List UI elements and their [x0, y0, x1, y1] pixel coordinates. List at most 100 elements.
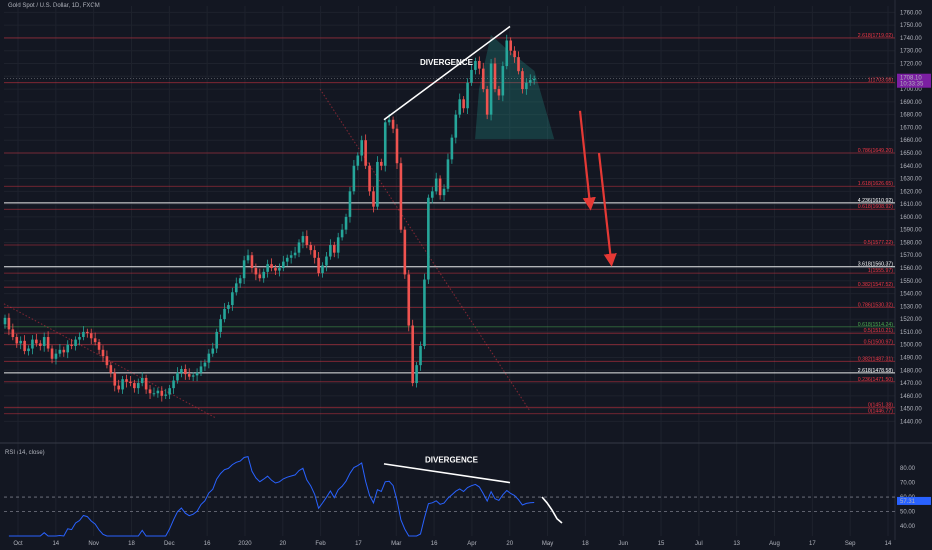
- x-tick-label: 20: [279, 541, 286, 547]
- axes: Oct 14 Nov 18 Dec 16 2020 20 Feb 17 Mar 16 Apr 20 May 1…: [13, 10, 931, 547]
- candle-body: [505, 40, 509, 67]
- x-tick-label: 18: [582, 541, 589, 547]
- y-tick-label: 1610.00: [900, 202, 922, 208]
- candle-body: [117, 385, 120, 390]
- candle-body: [513, 50, 516, 58]
- candle-body: [474, 60, 477, 70]
- y-tick-label: 1520.00: [900, 317, 922, 323]
- candle-body: [35, 339, 38, 344]
- candle-body: [442, 188, 446, 196]
- rsi-forecast-line: [541, 496, 563, 524]
- candle-body: [450, 137, 454, 160]
- candle-body: [478, 60, 481, 69]
- x-tick-label: 13: [733, 541, 740, 547]
- candle-body: [532, 78, 536, 81]
- candle-body: [187, 374, 191, 377]
- candle-body: [329, 245, 332, 257]
- y-tick-label: 1690.00: [900, 100, 922, 106]
- candle-body: [199, 366, 203, 373]
- rsi-title: RSI (14, close): [5, 450, 45, 456]
- rsi-value-badge: [897, 496, 931, 505]
- candle-body: [207, 353, 211, 363]
- x-tick-label: Nov: [88, 541, 99, 547]
- candle-body: [113, 372, 117, 386]
- x-tick-label: Apr: [467, 541, 476, 547]
- y-tick-label: 1580.00: [900, 240, 922, 246]
- candle-body: [266, 264, 269, 272]
- candle-body: [293, 252, 297, 256]
- candle-body: [238, 278, 242, 284]
- candle-body: [458, 99, 462, 115]
- candle-body: [364, 140, 367, 166]
- candle-body: [325, 256, 328, 266]
- fib-label: 0.382(1487.31): [858, 356, 893, 362]
- y-tick-label: 1640.00: [900, 164, 922, 170]
- y-tick-label: 1530.00: [900, 304, 922, 310]
- candle-body: [223, 308, 226, 320]
- y-tick-label: 1700.00: [900, 87, 922, 93]
- candle-body: [184, 368, 187, 375]
- candle-body: [528, 80, 532, 83]
- x-tick-label: 14: [52, 541, 59, 547]
- y-tick-label: 1460.00: [900, 394, 922, 400]
- fib-label: 2.618(1478.58): [858, 368, 893, 374]
- candle-body: [219, 319, 222, 332]
- y-tick-label: 1600.00: [900, 215, 922, 221]
- y-tick-label: 1650.00: [900, 151, 922, 157]
- fib-label: 0.5(1500.97): [864, 340, 894, 346]
- candle-body: [372, 191, 375, 207]
- candle-body: [489, 63, 493, 115]
- candle-body: [336, 237, 340, 253]
- candle-body: [62, 349, 66, 353]
- x-tick-label: 18: [128, 541, 135, 547]
- candle-body: [203, 362, 207, 367]
- rsi-value-label: 57.31: [900, 499, 916, 505]
- y-tick-label: 1630.00: [900, 177, 922, 183]
- candle-body: [258, 274, 262, 279]
- candle-body: [133, 383, 136, 389]
- candle-body: [176, 372, 179, 381]
- candle-body: [129, 381, 132, 384]
- candle-body: [82, 331, 85, 338]
- trend-line: [319, 88, 531, 412]
- y-tick-label: 1750.00: [900, 23, 922, 29]
- candle-body: [517, 57, 520, 72]
- candle-body: [317, 257, 320, 274]
- candle-body: [125, 379, 128, 382]
- last-price-badge: [897, 73, 931, 88]
- candle-body: [109, 365, 113, 373]
- candle-body: [172, 380, 175, 389]
- candle-body: [309, 245, 313, 251]
- candle-body: [270, 264, 273, 269]
- candle-body: [19, 340, 22, 344]
- candle-body: [368, 165, 371, 192]
- x-tick-label: Mar: [391, 541, 401, 547]
- candle-body: [289, 255, 293, 258]
- candle-body: [427, 197, 430, 280]
- fib-label: 0.5(1577.22): [864, 240, 894, 246]
- candle-body: [227, 305, 230, 309]
- candle-body: [231, 292, 234, 306]
- fib-label: 1(1555.97): [868, 268, 893, 274]
- candle-body: [38, 343, 42, 346]
- candle-body: [89, 333, 93, 339]
- fib-label: 0.786(1649.20): [858, 148, 893, 154]
- candle-body: [15, 337, 19, 344]
- y-tick-label: 1440.00: [900, 419, 922, 425]
- fib-label: 0(1451.38): [868, 402, 893, 408]
- fib-label: 0.786(1530.32): [858, 303, 893, 309]
- rsi-divergence-line: [383, 463, 511, 484]
- candle-body: [254, 268, 258, 275]
- rsi-y-tick-label: 80.00: [900, 466, 916, 472]
- candle-body: [407, 274, 411, 326]
- fib-label: 0.382(1547.52): [858, 282, 893, 288]
- candle-body: [148, 389, 152, 394]
- candle-body: [74, 339, 77, 346]
- candle-body: [191, 375, 195, 377]
- candle-body: [160, 390, 164, 396]
- y-tick-label: 1680.00: [900, 113, 922, 119]
- candle-body: [278, 268, 281, 271]
- x-tick-label: Dec: [164, 541, 175, 547]
